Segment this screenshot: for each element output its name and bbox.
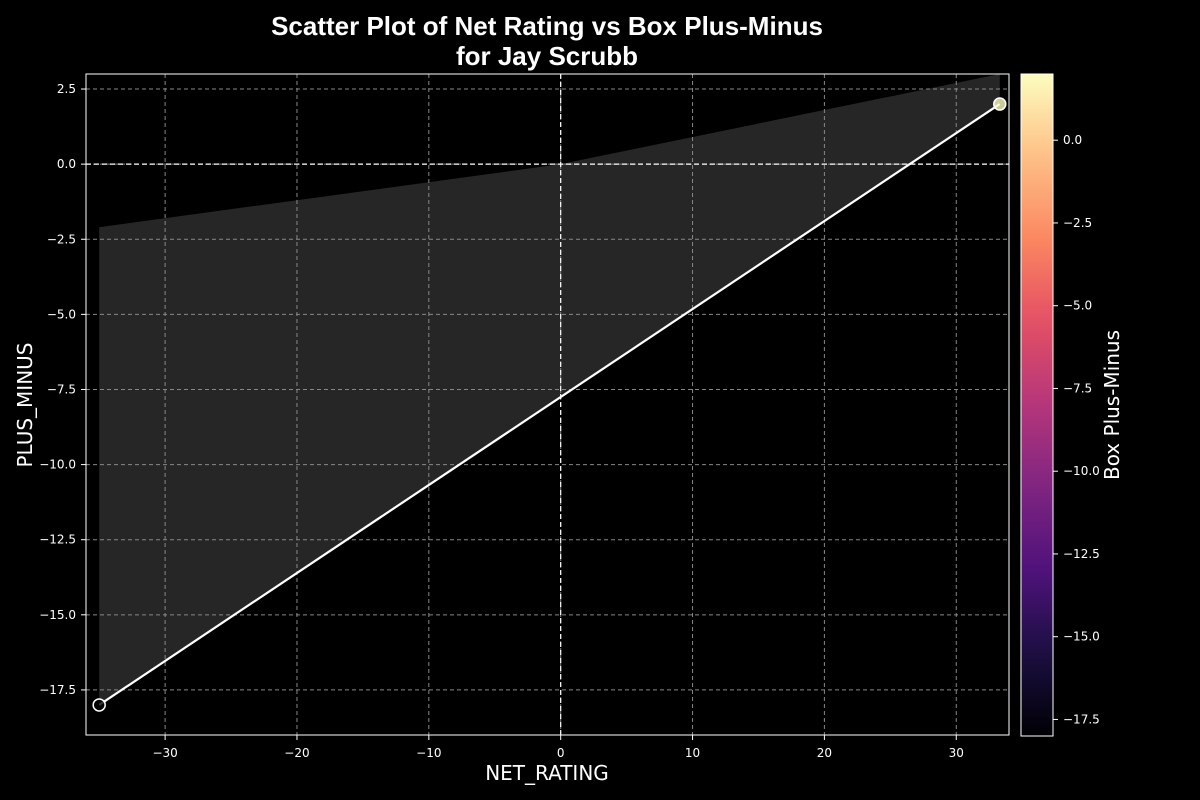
colorbar-tick-label: −5.0 [1063,299,1092,313]
colorbar-tick-label: −15.0 [1063,630,1100,644]
colorbar-tick-label: −17.5 [1063,712,1100,726]
colorbar-gradient [1020,73,1054,737]
y-tick-label: −15.0 [39,608,76,622]
plot-frame [85,73,1010,736]
y-tick-label: −12.5 [39,533,76,547]
colorbar-tick-label: −12.5 [1063,547,1100,561]
x-tick-label: −10 [416,746,441,760]
x-tick-label: 20 [817,746,832,760]
colorbar-label: Box Plus-Minus [1100,330,1124,480]
colorbar-tick-label: −7.5 [1063,381,1092,395]
x-tick-label: −30 [152,746,177,760]
x-axis-label: NET_RATING [485,761,609,785]
scatter-point [993,97,1007,111]
regression-line [98,103,1001,706]
y-axis-label: PLUS_MINUS [13,343,37,468]
plot-area: −30 −20 −10 0 10 20 30 2.5 0.0 −2.5 −5.0 −7.5 −10.0 −… [39,73,1010,760]
colorbar-tick-label: 0.0 [1063,133,1082,147]
x-tick-label: 10 [685,746,700,760]
y-tick-label: −2.5 [47,232,76,246]
y-tick-label: −7.5 [47,382,76,396]
x-tick-label: 0 [557,746,565,760]
y-tick-label: −17.5 [39,683,76,697]
chart-title-line-1: Scatter Plot of Net Rating vs Box Plus-M… [271,11,823,41]
colorbar-tick-label: −2.5 [1063,216,1092,230]
x-tick-label: −20 [284,746,309,760]
y-tick-label: −5.0 [47,307,76,321]
x-tick-label: 30 [949,746,964,760]
chart-title-line-2: for Jay Scrubb [456,41,638,71]
scatter-point [92,698,106,712]
y-tick-label: 0.0 [57,157,76,171]
y-tick-label: 2.5 [57,82,76,96]
colorbar: 0.0 −2.5 −5.0 −7.5 −10.0 −12.5 −15.0 −17.5 [1020,73,1100,737]
colorbar-tick-label: −10.0 [1063,464,1100,478]
y-tick-label: −10.0 [39,458,76,472]
